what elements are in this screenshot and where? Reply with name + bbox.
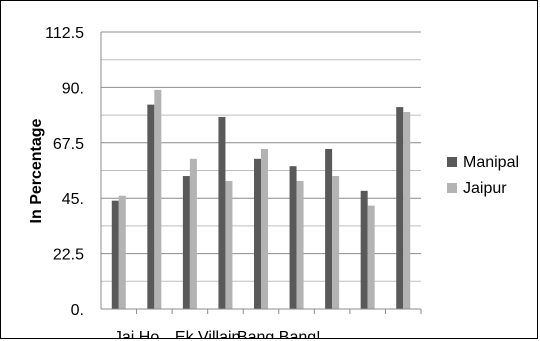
bar-manipal <box>111 200 119 309</box>
bar-manipal <box>289 166 297 309</box>
x-tick-label: Bang Bang! <box>237 329 321 339</box>
y-tick-label: 112.5 <box>45 25 84 42</box>
bar-jaipur <box>154 89 162 310</box>
bar-jaipur <box>225 180 233 309</box>
axes <box>100 32 422 314</box>
bar-manipal <box>325 148 333 309</box>
legend: Manipal Jaipur <box>447 154 519 197</box>
legend-swatch-jaipur <box>447 183 457 193</box>
y-tick-label: 90. <box>62 80 84 97</box>
x-tick-label: Jai Ho <box>114 329 159 339</box>
bars <box>111 89 411 310</box>
bar-jaipur <box>296 180 304 309</box>
bar-jaipur <box>367 205 375 309</box>
legend-label-manipal: Manipal <box>463 154 519 171</box>
y-tick-label: 67.5 <box>53 136 84 153</box>
y-tick-labels: 0. 22.5 45. 67.5 90. 112.5 <box>45 25 84 319</box>
bar-manipal <box>360 190 368 309</box>
y-axis-title: In Percentage <box>28 118 45 223</box>
legend-label-jaipur: Jaipur <box>463 180 507 197</box>
bar-jaipur <box>261 148 268 309</box>
y-tick-label: 0. <box>71 302 84 319</box>
legend-swatch-manipal <box>447 157 457 167</box>
bar-jaipur <box>403 112 411 310</box>
x-tick-label: Ek Villain <box>175 329 241 339</box>
y-tick-label: 22.5 <box>53 247 84 264</box>
bar-manipal <box>254 158 261 309</box>
bar-jaipur <box>332 176 340 309</box>
bar-manipal <box>182 176 190 309</box>
bar-manipal <box>218 116 226 310</box>
bar-manipal <box>396 107 404 309</box>
bar-manipal <box>147 104 155 309</box>
bar-jaipur <box>118 195 126 309</box>
y-tick-label: 45. <box>62 191 84 208</box>
bar-jaipur <box>189 158 197 309</box>
